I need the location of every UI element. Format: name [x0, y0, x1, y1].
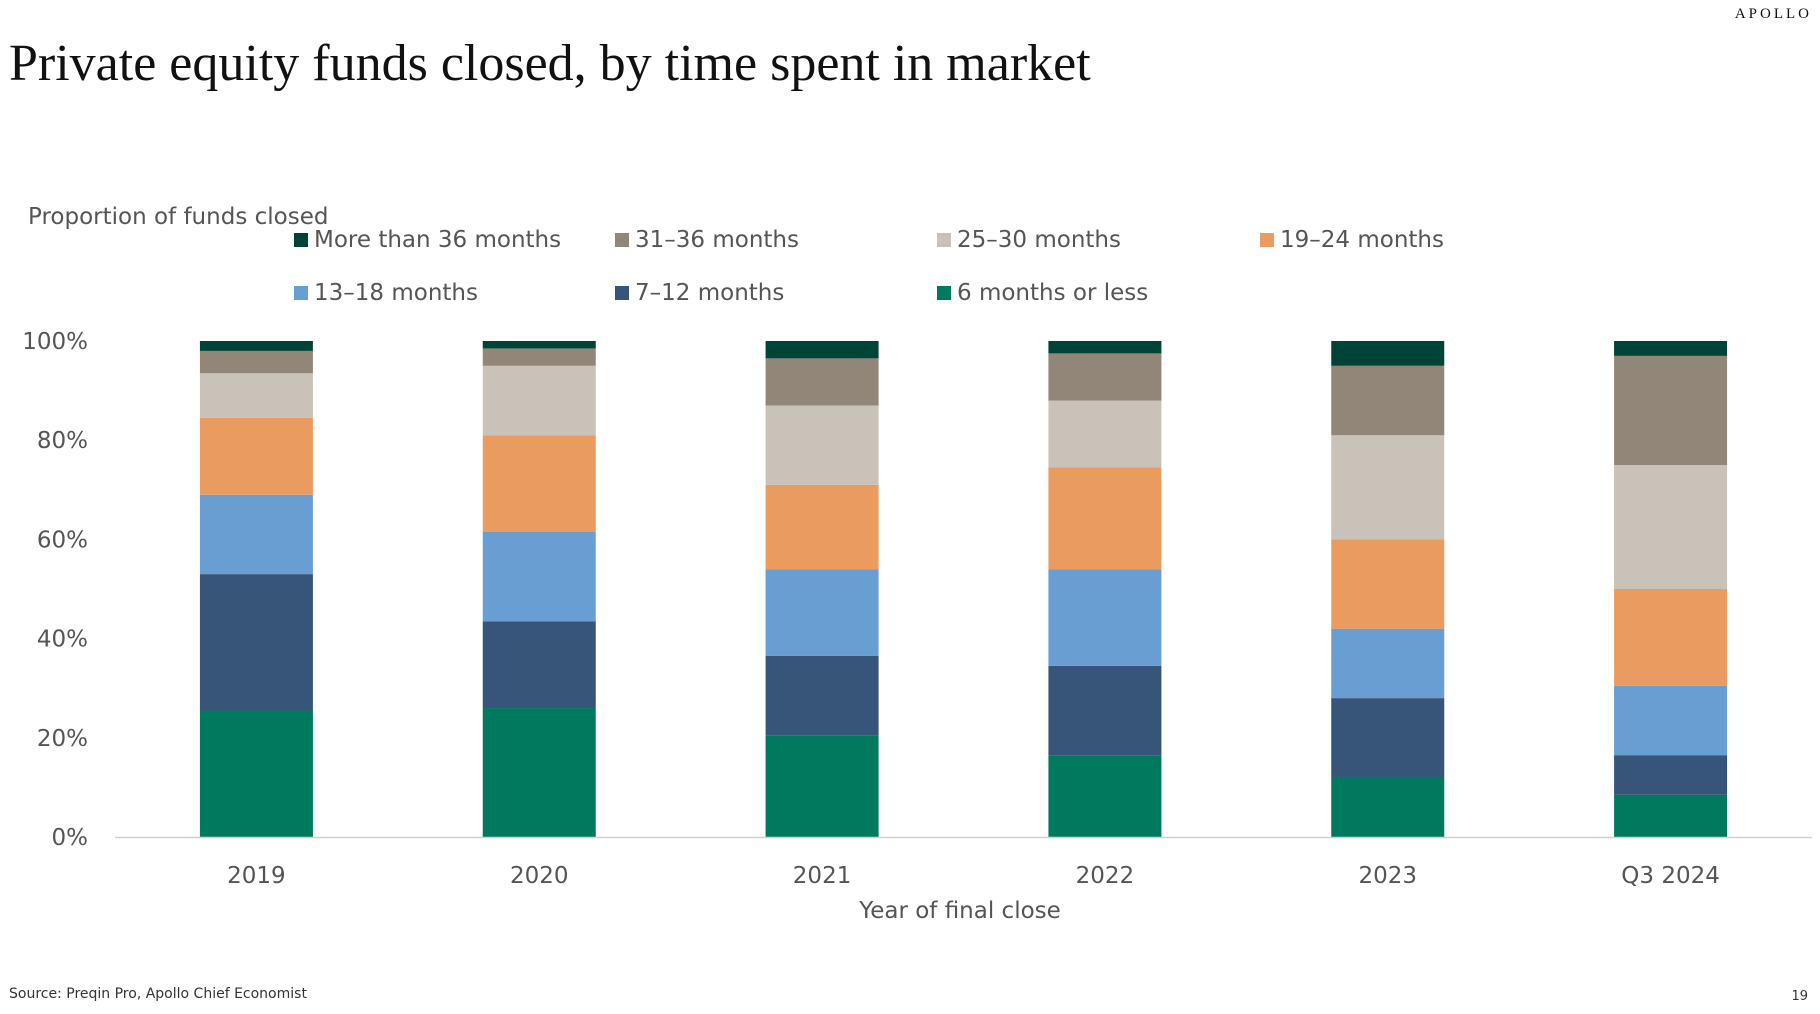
- bar-segment: [482, 531, 596, 622]
- bar-segment: [199, 494, 313, 575]
- source-note: Source: Preqin Pro, Apollo Chief Economi…: [9, 986, 307, 1002]
- bar-segment: [1331, 698, 1445, 778]
- bar-segment: [482, 365, 596, 436]
- bar-segment: [1614, 685, 1728, 756]
- bar-segment: [1614, 755, 1728, 795]
- x-tick-label: 2021: [793, 863, 852, 889]
- bar-segment: [199, 574, 313, 711]
- y-tick-label: 100%: [22, 329, 88, 355]
- legend-swatch: [294, 286, 308, 300]
- legend-swatch: [615, 233, 629, 247]
- legend-swatch: [937, 233, 951, 247]
- bar-segment: [765, 405, 879, 485]
- bar-segment: [1048, 341, 1162, 354]
- bar-segment: [1614, 589, 1728, 686]
- bar-segment: [199, 710, 313, 837]
- legend-label: More than 36 months: [314, 227, 562, 253]
- y-axis-label: Proportion of funds closed: [28, 204, 329, 230]
- bar-segment: [1048, 400, 1162, 468]
- legend-item: 25–30 months: [937, 227, 1121, 253]
- bar-segment: [482, 621, 596, 709]
- bar-segment: [765, 358, 879, 406]
- legend-label: 7–12 months: [635, 280, 785, 306]
- bar-segment: [1048, 665, 1162, 756]
- bar-segment: [199, 373, 313, 418]
- legend-item: 19–24 months: [1260, 227, 1444, 253]
- legend-label: 6 months or less: [957, 280, 1149, 306]
- legend-swatch: [1260, 233, 1274, 247]
- legend-swatch: [615, 286, 629, 300]
- bar-segment: [765, 341, 879, 359]
- bar-segment: [1048, 755, 1162, 837]
- x-tick-label: Q3 2024: [1621, 863, 1720, 889]
- x-tick-label: 2022: [1076, 863, 1135, 889]
- bar-segment: [1331, 628, 1445, 699]
- legend-item: 13–18 months: [294, 280, 478, 306]
- bar-segment: [1614, 355, 1728, 465]
- y-tick-label: 80%: [37, 428, 88, 454]
- legend-swatch: [294, 233, 308, 247]
- legend-item: 31–36 months: [615, 227, 799, 253]
- bar-segment: [765, 655, 879, 736]
- bar-segment: [765, 735, 879, 837]
- bar-segment: [1614, 341, 1728, 356]
- bar-segment: [765, 569, 879, 656]
- bar-segment: [482, 341, 596, 349]
- bar-segment: [199, 341, 313, 351]
- bar-segment: [765, 484, 879, 570]
- bar-segment: [199, 417, 313, 495]
- bar-segment: [1331, 341, 1445, 366]
- bar-segment: [199, 350, 313, 374]
- legend-item: More than 36 months: [294, 227, 561, 253]
- legend-label: 13–18 months: [314, 280, 478, 306]
- bar-segment: [1048, 353, 1162, 401]
- chart-plot: 0% 20% 40% 60% 80% 100% 2019 2020 2021 2022 2023 Q3…: [22, 329, 1812, 889]
- y-tick-label: 20%: [37, 726, 88, 752]
- legend-item: 7–12 months: [615, 280, 784, 306]
- legend-item: 6 months or less: [937, 280, 1148, 306]
- bar-segment: [1614, 465, 1728, 589]
- legend-label: 19–24 months: [1280, 227, 1444, 253]
- brand-logo: APOLLO: [1734, 6, 1812, 22]
- legend-label: 31–36 months: [635, 227, 799, 253]
- bar-segment: [482, 435, 596, 532]
- x-axis-label: Year of final close: [859, 898, 1061, 924]
- bar-segment: [1331, 365, 1445, 436]
- page-number: 19: [1791, 989, 1808, 1004]
- y-tick-label: 60%: [37, 527, 88, 553]
- slide-title: Private equity funds closed, by time spe…: [9, 35, 1091, 92]
- bar-segment: [1048, 569, 1162, 666]
- y-tick-label: 0%: [52, 825, 89, 851]
- y-tick-label: 40%: [37, 627, 88, 653]
- bar-segment: [1331, 777, 1445, 837]
- bar-segment: [1331, 539, 1445, 629]
- bar-segment: [1331, 435, 1445, 540]
- legend-swatch: [937, 286, 951, 300]
- bar-segment: [482, 348, 596, 366]
- bar-segment: [482, 708, 596, 837]
- bar-segment: [1048, 467, 1162, 570]
- legend-label: 25–30 months: [957, 227, 1121, 253]
- x-tick-label: 2020: [510, 863, 569, 889]
- bar-segment: [1614, 794, 1728, 837]
- x-tick-label: 2019: [227, 863, 286, 889]
- x-tick-label: 2023: [1358, 863, 1417, 889]
